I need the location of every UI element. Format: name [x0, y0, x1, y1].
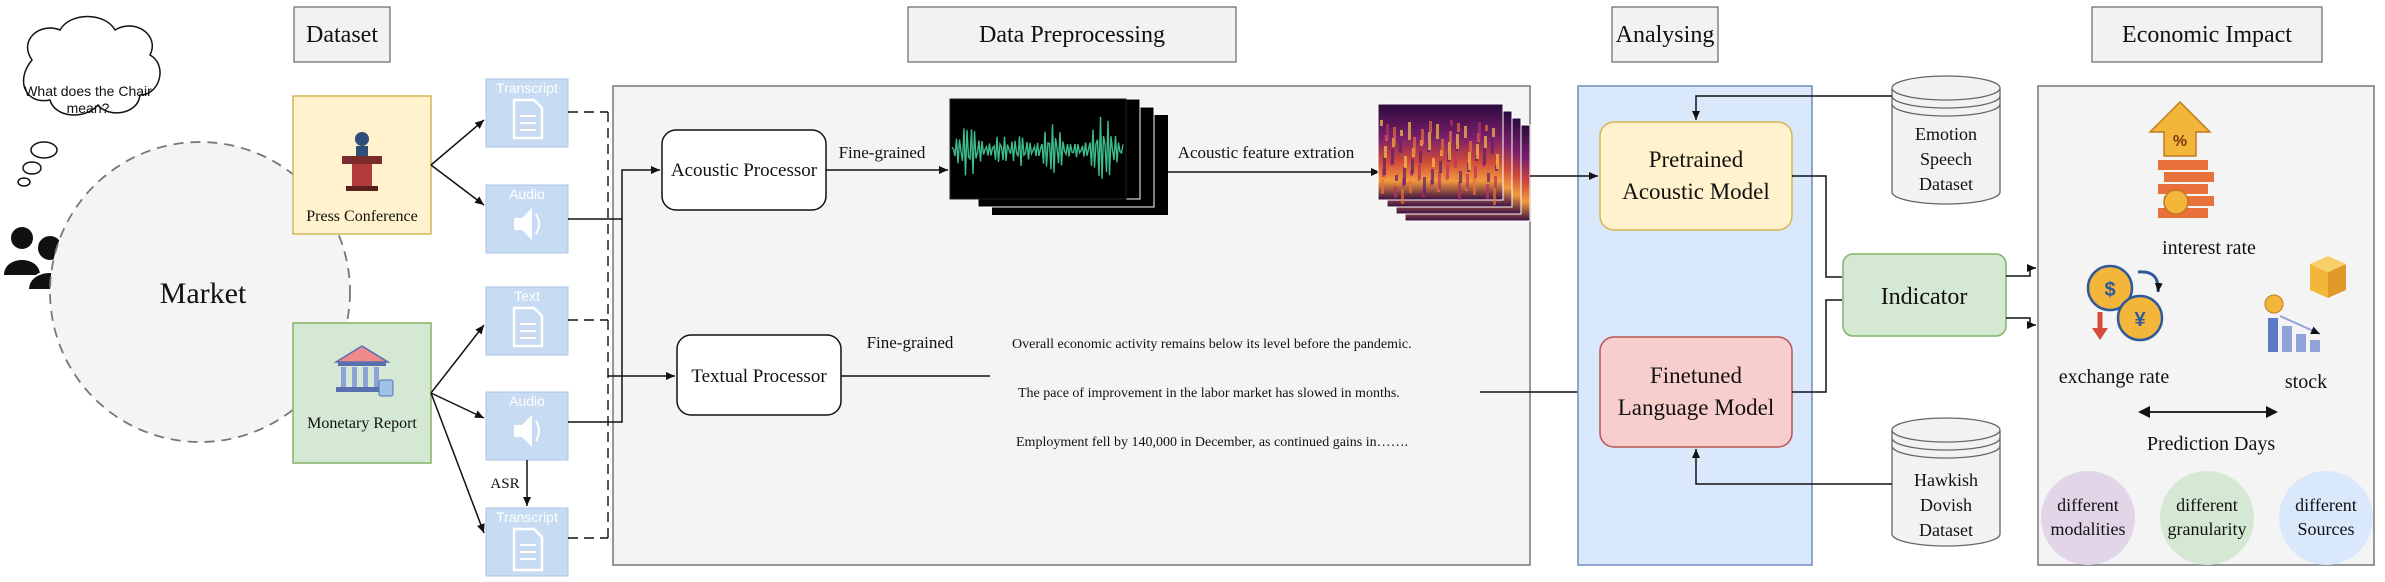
spectrogram-stack [1377, 103, 1531, 222]
section-title-preprocessing: Data Preprocessing [979, 22, 1165, 48]
circle-modalities: different modalities [2041, 471, 2135, 565]
section-header-preprocessing: Data Preprocessing [907, 6, 1237, 63]
finetuned-label-line1: Finetuned [1650, 363, 1742, 388]
asr-label: ASR [490, 476, 519, 492]
circle-sources: different Sources [2279, 471, 2373, 565]
hawkish-dovish-dataset: Hawkish Dovish Dataset [1891, 417, 2001, 547]
prediction-days-arrow [2138, 406, 2278, 418]
prediction-days-label: Prediction Days [2147, 433, 2276, 455]
waveform-stack [949, 98, 1168, 215]
sentence-1: Overall economic activity remains below … [1012, 337, 1412, 352]
indicator-box: Indicator [1842, 253, 2007, 337]
thought-bubble-line1: What does the Chair [24, 83, 152, 99]
doc-transcript-1-label: Transcript [496, 80, 558, 96]
acoustic-extraction-label: Acoustic feature extration [1178, 143, 1355, 162]
source-to-doc-edges [430, 119, 485, 534]
circle-modalities-line1: different [2057, 495, 2119, 515]
pretrained-label-line2: Acoustic Model [1622, 179, 1770, 204]
circle-sources-line1: different [2295, 495, 2357, 515]
doc-audio-1: Audio [485, 184, 569, 254]
market-label: Market [160, 277, 247, 310]
hawkish-dataset-line1: Hawkish [1914, 470, 1978, 490]
press-conference-box: Press Conference [292, 95, 432, 235]
emotion-dataset-line1: Emotion [1915, 124, 1977, 144]
sentence-2: The pace of improvement in the labor mar… [1018, 386, 1400, 401]
finetuned-label-line2: Language Model [1618, 395, 1774, 420]
podium-icon [342, 132, 382, 191]
stock-icon [2264, 256, 2346, 352]
section-title-impact: Economic Impact [2122, 22, 2292, 48]
section-title-dataset: Dataset [306, 22, 378, 48]
circle-granularity-line1: different [2176, 495, 2238, 515]
exchange-rate-icon: $ ¥ [2086, 264, 2164, 342]
acoustic-processor-label: Acoustic Processor [671, 160, 818, 181]
model-to-indicator-edges [1792, 175, 1842, 393]
doc-audio-1-label: Audio [509, 186, 545, 202]
section-title-analysing: Analysing [1616, 22, 1715, 48]
hawkish-dataset-line2: Dovish [1920, 495, 1972, 515]
text-doc-dashed-edges [568, 111, 609, 539]
doc-audio-2: Audio [485, 391, 569, 461]
doc-text: Text [485, 286, 569, 356]
textual-processor-label: Textual Processor [691, 366, 827, 387]
fine-grained-top-label: Fine-grained [839, 143, 926, 162]
circle-sources-line2: Sources [2298, 519, 2355, 539]
sentence-list: Overall economic activity remains below … [1012, 337, 1412, 450]
pretrained-label-line1: Pretrained [1649, 147, 1744, 172]
interest-rate-icon: % [2148, 100, 2214, 218]
circle-granularity-line2: granularity [2168, 519, 2247, 539]
doc-audio-2-label: Audio [509, 393, 545, 409]
market-circle: Market [49, 141, 351, 443]
doc-transcript-2-label: Transcript [496, 509, 558, 525]
exchange-rate-label: exchange rate [2059, 366, 2170, 388]
emotion-dataset-line3: Dataset [1919, 174, 1973, 194]
dataset-to-model-edges [1692, 95, 1892, 485]
acoustic-processor: Acoustic Processor [661, 129, 827, 211]
emotion-dataset-line2: Speech [1920, 149, 1972, 169]
section-header-analysing: Analysing [1611, 6, 1719, 63]
doc-transcript-1: Transcript [485, 78, 569, 148]
monetary-report-label: Monetary Report [307, 415, 417, 432]
bank-icon [333, 345, 394, 397]
svg-text:$: $ [2104, 279, 2115, 301]
interest-rate-label: interest rate [2162, 237, 2256, 259]
emotion-speech-dataset: Emotion Speech Dataset [1891, 75, 2001, 205]
indicator-to-impact-edges [2006, 264, 2036, 329]
section-header-impact: Economic Impact [2091, 6, 2323, 63]
textual-processor: Textual Processor [676, 334, 842, 416]
audio-doc-edges [568, 166, 660, 423]
hawkish-dataset-line3: Dataset [1919, 520, 1973, 540]
press-conference-label: Press Conference [306, 208, 418, 225]
pretrained-acoustic-model: Pretrained Acoustic Model [1599, 121, 1793, 231]
stock-label: stock [2285, 371, 2327, 393]
svg-text:¥: ¥ [2134, 309, 2146, 331]
svg-text:%: % [2173, 133, 2187, 150]
sentence-3: Employment fell by 140,000 in December, … [1016, 435, 1408, 450]
fine-grained-bottom-label: Fine-grained [867, 333, 954, 352]
doc-transcript-2: Transcript [485, 507, 569, 577]
monetary-report-box: Monetary Report [292, 322, 432, 464]
finetuned-language-model: Finetuned Language Model [1599, 336, 1793, 448]
section-header-dataset: Dataset [293, 6, 391, 63]
thought-bubble: What does the Chair mean? [17, 15, 161, 187]
indicator-label: Indicator [1881, 284, 1968, 310]
thought-bubble-line2: mean? [67, 100, 110, 116]
circle-modalities-line2: modalities [2051, 519, 2126, 539]
circle-granularity: different granularity [2160, 471, 2254, 565]
doc-text-label: Text [514, 288, 540, 304]
